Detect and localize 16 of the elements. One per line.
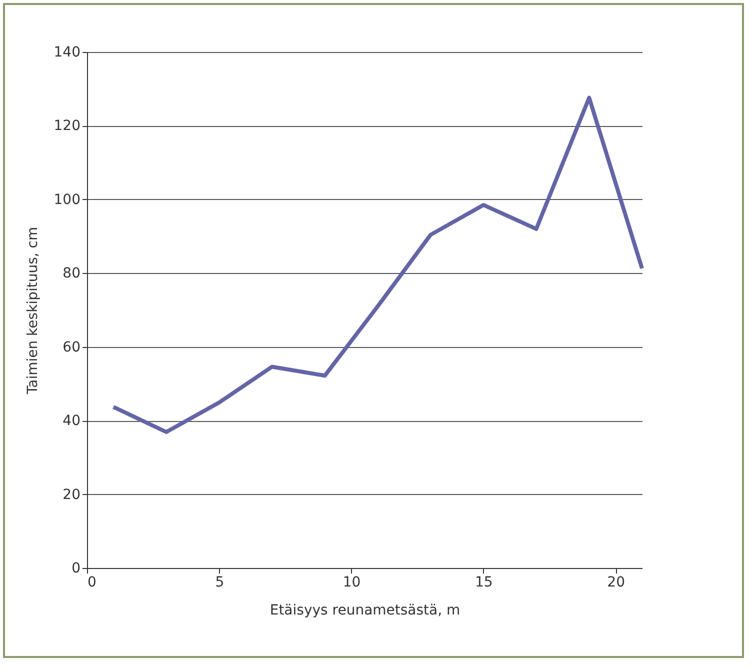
x-tick-label: 0 <box>88 574 96 590</box>
x-tick-label: 5 <box>215 574 224 590</box>
x-axis-title: Etäisyys reunametsästä, m <box>270 602 460 618</box>
x-tick-label: 20 <box>607 574 625 590</box>
y-tick-label: 140 <box>54 44 80 60</box>
y-tick-label: 20 <box>62 486 80 503</box>
x-tick-label: 15 <box>475 574 493 590</box>
x-tick-label: 10 <box>342 574 361 590</box>
y-tick-label: 0 <box>72 560 80 576</box>
y-tick-label: 80 <box>62 266 80 282</box>
y-tick-label: 100 <box>54 192 80 208</box>
y-tick-label: 40 <box>62 413 80 430</box>
line-series <box>111 96 644 434</box>
y-tick-label: 120 <box>54 118 80 134</box>
y-tick-label: 60 <box>62 339 80 356</box>
y-axis-title: Taimien keskipituus, cm <box>24 226 41 396</box>
